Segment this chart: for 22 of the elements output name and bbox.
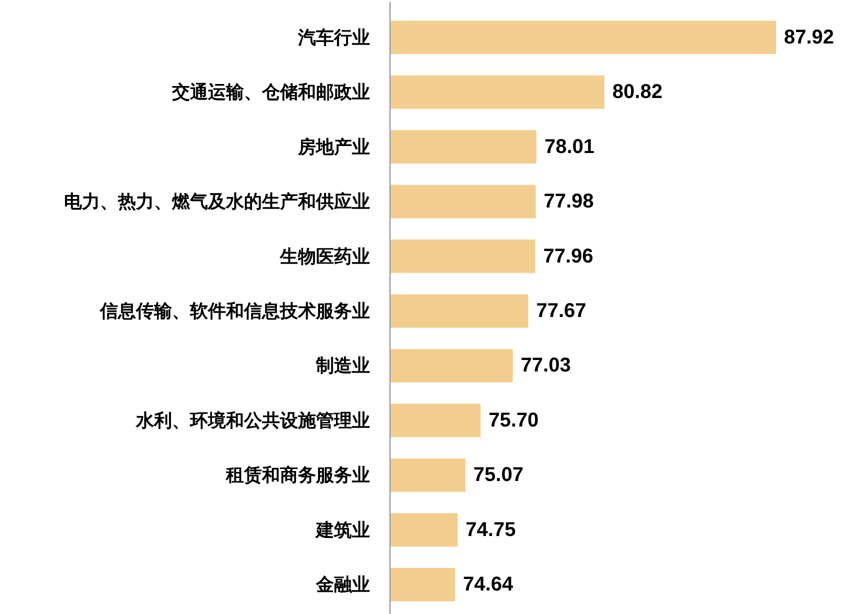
y-tick-label: 生物医药业 — [279, 246, 370, 266]
data-label: 80.82 — [612, 81, 662, 104]
y-tick-label: 水利、环境和公共设施管理业 — [135, 410, 370, 430]
data-label: 75.07 — [473, 464, 524, 486]
data-label: 74.75 — [466, 518, 516, 541]
data-label: 74.64 — [463, 574, 514, 596]
y-tick-label: 金融业 — [315, 574, 370, 595]
data-label: 77.96 — [543, 245, 594, 268]
y-tick-label: 汽车行业 — [297, 27, 370, 48]
y-tick-label: 制造业 — [315, 356, 370, 376]
data-label: 77.98 — [544, 190, 594, 213]
data-label: 78.01 — [544, 136, 595, 158]
y-tick-label: 交通运输、仓储和邮政业 — [171, 82, 370, 102]
y-tick-label: 电力、热力、燃气及水的生产和供应业 — [64, 192, 370, 212]
y-tick-label: 信息传输、软件和信息技术服务业 — [99, 301, 370, 321]
data-label: 77.67 — [536, 300, 586, 322]
y-tick-label: 租赁和商务服务业 — [225, 465, 370, 486]
data-label: 77.03 — [520, 354, 571, 377]
y-tick-label: 房地产业 — [297, 136, 370, 157]
data-label: 87.92 — [784, 26, 834, 48]
data-label: 75.70 — [488, 409, 539, 432]
y-tick-label: 建筑业 — [314, 520, 370, 540]
